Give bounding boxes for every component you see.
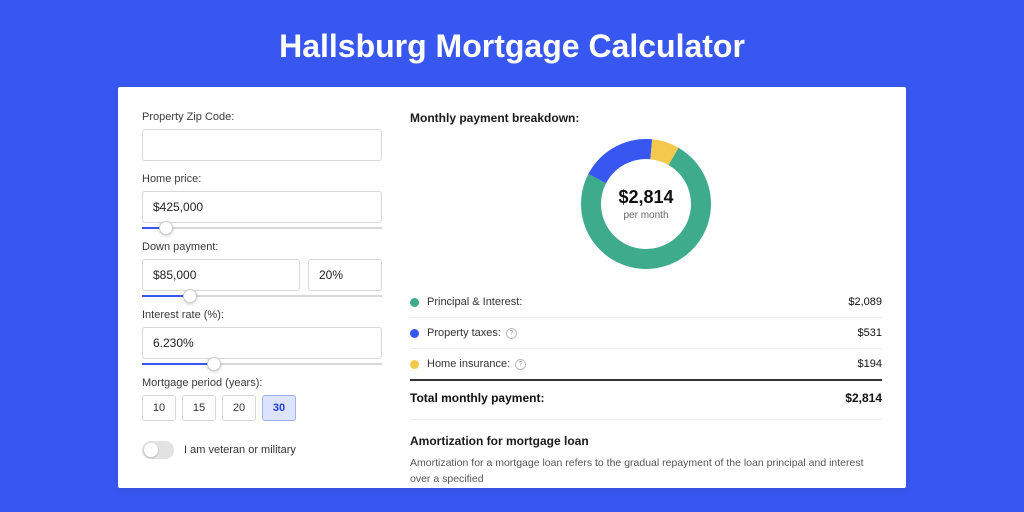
- period-option-20[interactable]: 20: [222, 395, 256, 421]
- payment-donut-chart: $2,814 per month: [581, 139, 711, 269]
- total-row: Total monthly payment: $2,814: [410, 379, 882, 419]
- veteran-label: I am veteran or military: [184, 444, 296, 456]
- down-payment-slider-thumb[interactable]: [183, 289, 197, 303]
- legend-dot: [410, 360, 419, 369]
- legend-value: $531: [858, 327, 882, 339]
- interest-rate-label: Interest rate (%):: [142, 309, 382, 321]
- interest-rate-input[interactable]: [142, 327, 382, 359]
- interest-rate-slider[interactable]: [142, 363, 382, 365]
- veteran-toggle-row: I am veteran or military: [142, 441, 382, 459]
- legend-list: Principal & Interest:$2,089Property taxe…: [410, 287, 882, 379]
- down-payment-field-group: Down payment:: [142, 241, 382, 297]
- legend-row: Home insurance:?$194: [410, 349, 882, 379]
- legend-dot: [410, 329, 419, 338]
- down-payment-label: Down payment:: [142, 241, 382, 253]
- period-options: 10152030: [142, 395, 382, 421]
- legend-dot: [410, 298, 419, 307]
- donut-wrap: $2,814 per month: [410, 135, 882, 287]
- veteran-toggle-knob: [144, 443, 158, 457]
- inputs-column: Property Zip Code: Home price: Down paym…: [142, 111, 382, 488]
- donut-center-label: per month: [623, 210, 668, 221]
- home-price-field-group: Home price:: [142, 173, 382, 229]
- donut-center: $2,814 per month: [581, 139, 711, 269]
- interest-rate-slider-thumb[interactable]: [207, 357, 221, 371]
- period-option-30[interactable]: 30: [262, 395, 296, 421]
- period-field-group: Mortgage period (years): 10152030: [142, 377, 382, 421]
- home-price-slider-thumb[interactable]: [159, 221, 173, 235]
- home-price-slider[interactable]: [142, 227, 382, 229]
- info-icon[interactable]: ?: [515, 359, 526, 370]
- interest-rate-field-group: Interest rate (%):: [142, 309, 382, 365]
- breakdown-column: Monthly payment breakdown: $2,814 per mo…: [410, 111, 882, 488]
- breakdown-title: Monthly payment breakdown:: [410, 111, 882, 125]
- legend-label: Principal & Interest:: [427, 296, 848, 308]
- amortization-text: Amortization for a mortgage loan refers …: [410, 456, 882, 488]
- info-icon[interactable]: ?: [506, 328, 517, 339]
- home-price-input[interactable]: [142, 191, 382, 223]
- legend-row: Principal & Interest:$2,089: [410, 287, 882, 318]
- calculator-card: Property Zip Code: Home price: Down paym…: [118, 87, 906, 488]
- interest-rate-slider-fill: [142, 363, 214, 365]
- down-payment-amount-input[interactable]: [142, 259, 300, 291]
- legend-label: Property taxes:?: [427, 327, 858, 339]
- page-title: Hallsburg Mortgage Calculator: [0, 0, 1024, 87]
- donut-center-value: $2,814: [618, 187, 673, 208]
- total-value: $2,814: [845, 391, 882, 405]
- period-option-15[interactable]: 15: [182, 395, 216, 421]
- total-label: Total monthly payment:: [410, 391, 544, 405]
- down-payment-slider[interactable]: [142, 295, 382, 297]
- zip-input[interactable]: [142, 129, 382, 161]
- zip-field-group: Property Zip Code:: [142, 111, 382, 161]
- veteran-toggle[interactable]: [142, 441, 174, 459]
- home-price-label: Home price:: [142, 173, 382, 185]
- legend-value: $194: [858, 358, 882, 370]
- legend-label: Home insurance:?: [427, 358, 858, 370]
- period-option-10[interactable]: 10: [142, 395, 176, 421]
- down-payment-percent-input[interactable]: [308, 259, 382, 291]
- legend-value: $2,089: [848, 296, 882, 308]
- zip-label: Property Zip Code:: [142, 111, 382, 123]
- period-label: Mortgage period (years):: [142, 377, 382, 389]
- amortization-title: Amortization for mortgage loan: [410, 419, 882, 448]
- legend-row: Property taxes:?$531: [410, 318, 882, 349]
